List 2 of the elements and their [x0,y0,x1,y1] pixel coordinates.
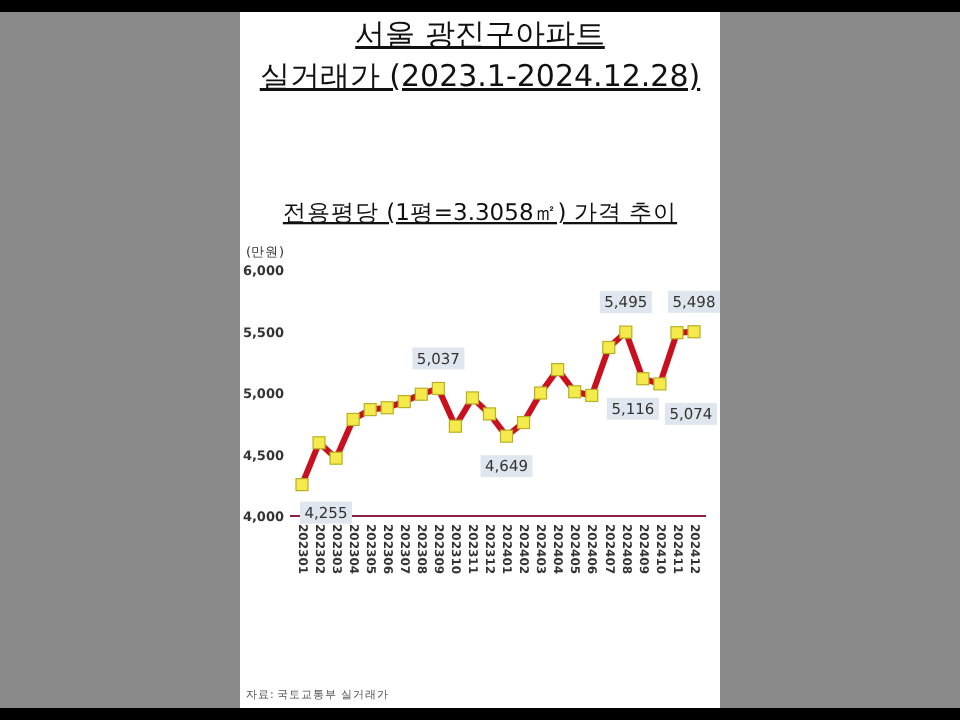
chart-subtitle: 전용평당 (1평=3.3058㎡) 가격 추이 [282,198,678,226]
chart-title: 서울 광진구아파트 실거래가 (2023.1-2024.12.28) [259,16,701,94]
